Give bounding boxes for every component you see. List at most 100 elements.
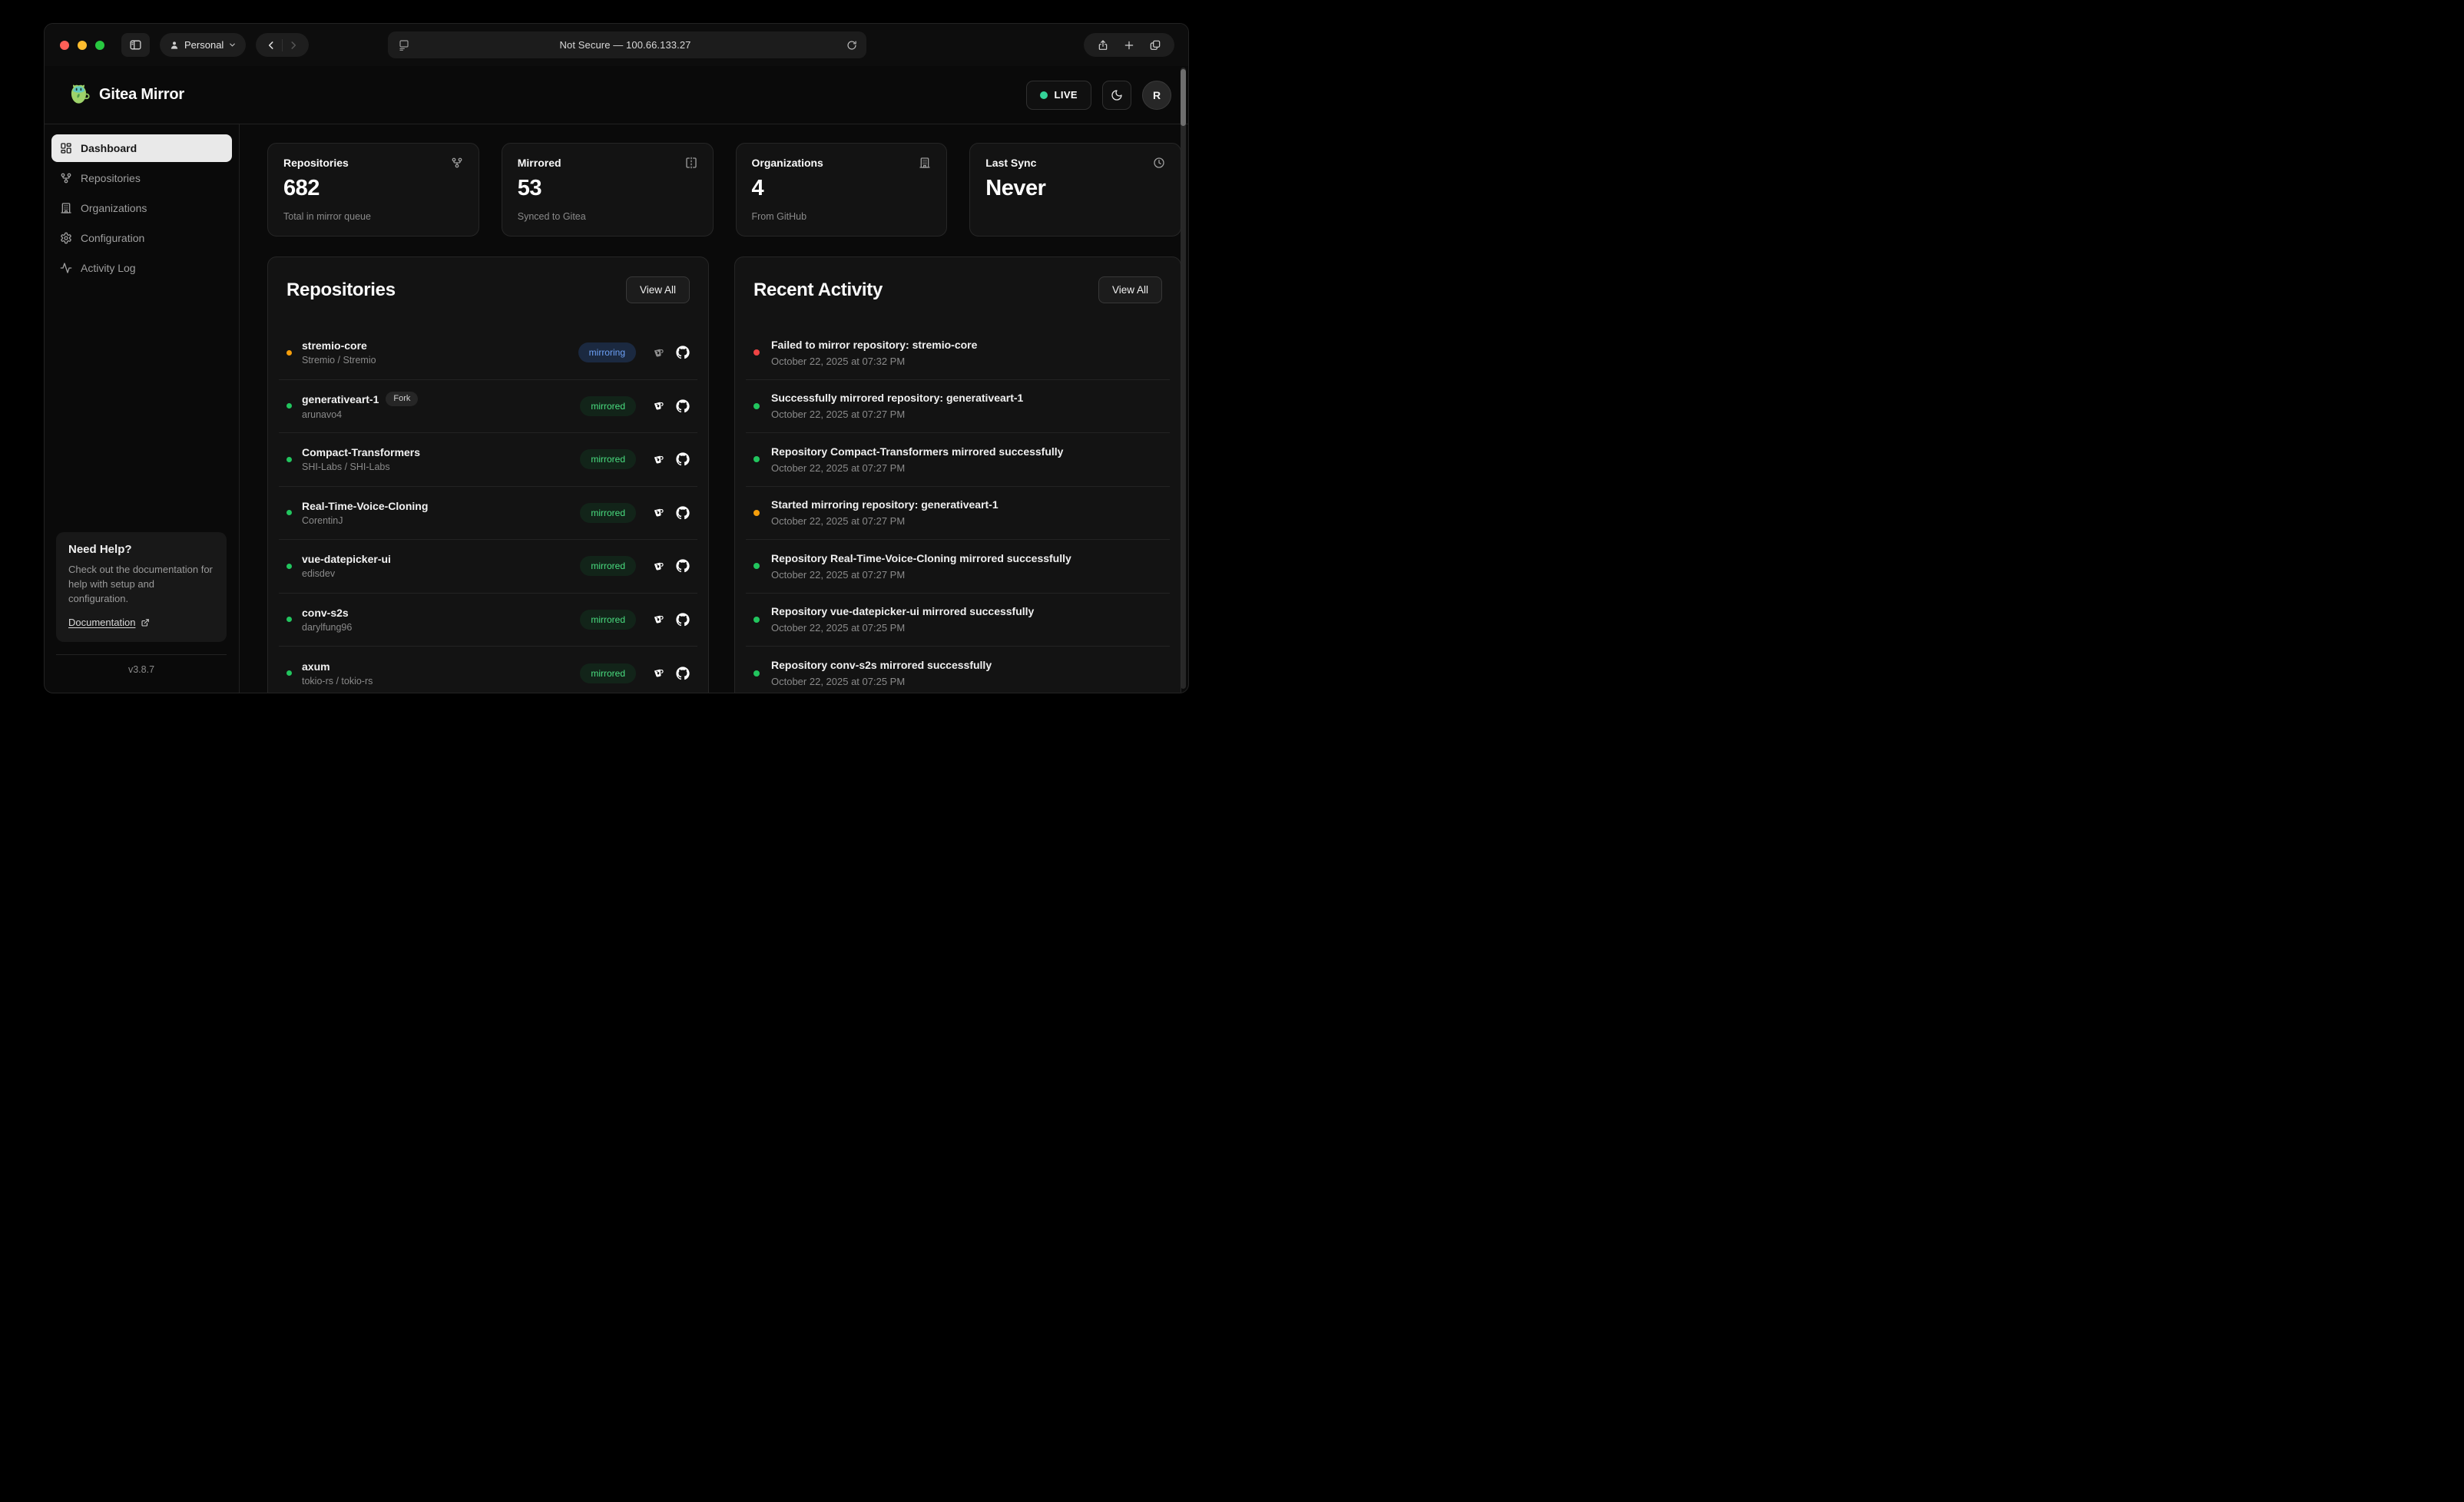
scrollbar-track[interactable]: [1181, 68, 1186, 689]
repo-name-line: axum: [302, 660, 580, 673]
back-button[interactable]: [260, 35, 282, 56]
activity-row: Successfully mirrored repository: genera…: [746, 380, 1170, 433]
repo-row: generativeart-1 Fork arunavo4 mirrored: [279, 380, 697, 433]
clock-icon: [1153, 157, 1165, 169]
status-dot: [286, 403, 292, 409]
zoom-button[interactable]: [95, 40, 104, 50]
live-status-button[interactable]: LIVE: [1025, 80, 1091, 110]
status-dot: [753, 456, 760, 463]
git-fork-icon: [60, 172, 72, 184]
github-icon[interactable]: [676, 452, 690, 466]
nav-separator: [282, 38, 283, 51]
activity-message: Repository Real-Time-Voice-Cloning mirro…: [771, 551, 1071, 564]
stat-card-head: Mirrored: [518, 157, 697, 169]
activity-panel-title: Recent Activity: [753, 279, 883, 300]
activity-timestamp: October 22, 2025 at 07:27 PM: [771, 462, 906, 474]
stat-card-title: Last Sync: [985, 157, 1037, 169]
activity-row: Repository Real-Time-Voice-Cloning mirro…: [746, 540, 1170, 594]
github-icon[interactable]: [676, 346, 690, 359]
minimize-button[interactable]: [78, 40, 87, 50]
documentation-link[interactable]: Documentation: [68, 617, 150, 628]
repositories-view-all-button[interactable]: View All: [625, 276, 690, 303]
github-icon[interactable]: [676, 399, 690, 413]
github-icon[interactable]: [676, 613, 690, 627]
address-bar[interactable]: Not Secure — 100.66.133.27: [388, 31, 866, 58]
gitea-icon[interactable]: [652, 506, 665, 519]
activity-message: Repository conv-s2s mirrored successfull…: [771, 659, 992, 672]
git-fork-icon: [451, 157, 463, 169]
activity-timestamp: October 22, 2025 at 07:27 PM: [771, 515, 906, 528]
sidebar-toggle-button[interactable]: [121, 33, 150, 57]
status-dot: [753, 563, 760, 570]
repo-owner: arunavo4: [302, 409, 343, 421]
activity-timestamp: October 22, 2025 at 07:27 PM: [771, 409, 906, 421]
repo-info: vue-datepicker-ui edisdev: [302, 553, 580, 579]
stat-card-subtitle: Synced to Gitea: [517, 211, 586, 222]
repo-name: Compact-Transformers: [302, 446, 421, 459]
repositories-panel-title: Repositories: [286, 279, 396, 300]
activity-view-all-button[interactable]: View All: [1098, 276, 1162, 303]
theme-toggle-button[interactable]: [1102, 80, 1131, 110]
stat-card-value: Never: [985, 176, 1046, 200]
status-dot: [753, 402, 760, 409]
stat-card-value: 4: [751, 176, 764, 200]
person-icon: [169, 40, 180, 51]
reload-button[interactable]: [840, 34, 863, 57]
activity-panel-head: Recent Activity View All: [735, 257, 1181, 303]
repo-name: axum: [302, 660, 330, 673]
browser-window: Personal Not Secure — 100.66.133.27: [44, 23, 1189, 693]
close-button[interactable]: [60, 40, 69, 50]
sidebar-nav: Dashboard Repositories Organizations Config…: [51, 134, 232, 282]
repo-row: conv-s2s darylfung96 mirrored: [279, 594, 697, 647]
github-icon[interactable]: [676, 559, 690, 573]
avatar-initial: R: [1152, 88, 1161, 101]
profile-label: Personal: [184, 39, 224, 51]
repo-name-line: stremio-core: [302, 339, 578, 352]
page-title: Gitea Mirror: [99, 86, 184, 103]
gitea-icon[interactable]: [652, 560, 665, 573]
live-label: LIVE: [1054, 89, 1078, 101]
user-avatar[interactable]: R: [1142, 80, 1171, 110]
repo-name-line: Compact-Transformers: [302, 446, 580, 458]
share-button[interactable]: [1091, 35, 1114, 56]
profile-button[interactable]: Personal: [160, 33, 247, 57]
gitea-icon[interactable]: [652, 613, 665, 626]
repo-row: vue-datepicker-ui edisdev mirrored: [279, 540, 697, 594]
new-tab-button[interactable]: [1118, 35, 1141, 56]
panels: Repositories View All stremio-core Stremi…: [267, 256, 1181, 693]
gitea-icon[interactable]: [652, 346, 665, 359]
dashboard-icon: [60, 142, 72, 154]
gitea-icon[interactable]: [652, 667, 665, 680]
url-text: Not Secure — 100.66.133.27: [559, 39, 691, 51]
activity-row: Repository vue-datepicker-ui mirrored su…: [746, 594, 1170, 647]
github-icon[interactable]: [676, 506, 690, 520]
sidebar-item-label: Organizations: [81, 202, 147, 214]
gitea-icon[interactable]: [652, 453, 665, 466]
repo-row: stremio-core Stremio / Stremio mirroring: [279, 326, 697, 380]
repo-name-line: conv-s2s: [302, 607, 580, 619]
activity-timestamp: October 22, 2025 at 07:32 PM: [771, 355, 906, 367]
sidebar-item-organizations[interactable]: Organizations: [51, 194, 232, 222]
activity-info: Repository Compact-Transformers mirrored…: [771, 445, 1162, 474]
repo-info: conv-s2s darylfung96: [302, 607, 580, 633]
forward-button[interactable]: [283, 35, 304, 56]
stats-row: Repositories 682 Total in mirror queue Mirr…: [267, 143, 1181, 237]
sidebar-item-dashboard[interactable]: Dashboard: [51, 134, 232, 162]
status-dot: [286, 456, 292, 462]
mirror-icon: [685, 157, 697, 169]
status-dot: [753, 509, 760, 516]
github-icon[interactable]: [676, 667, 690, 680]
repository-list: stremio-core Stremio / Stremio mirroring ge…: [279, 326, 697, 693]
chevron-down-icon: [228, 41, 237, 49]
main-content: Repositories 682 Total in mirror queue Mirr…: [240, 124, 1188, 693]
sidebar-item-repositories[interactable]: Repositories: [51, 164, 232, 192]
activity-info: Started mirroring repository: generative…: [771, 498, 1162, 527]
gear-icon: [60, 232, 72, 244]
sidebar-item-activity-log[interactable]: Activity Log: [51, 254, 232, 282]
gitea-icon[interactable]: [652, 399, 665, 412]
scrollbar-thumb[interactable]: [1181, 69, 1186, 126]
tab-overview-button[interactable]: [1144, 35, 1167, 56]
sidebar-item-configuration[interactable]: Configuration: [51, 224, 232, 252]
activity-info: Repository vue-datepicker-ui mirrored su…: [771, 605, 1162, 634]
sidebar-item-label: Dashboard: [81, 142, 137, 154]
